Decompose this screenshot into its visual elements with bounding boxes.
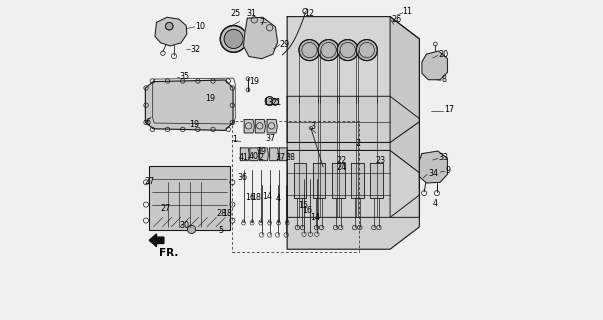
Text: 18: 18	[223, 209, 233, 218]
Polygon shape	[370, 163, 383, 198]
Text: 26: 26	[391, 15, 402, 24]
Text: 17: 17	[444, 105, 455, 114]
Text: 1: 1	[232, 135, 237, 144]
Circle shape	[356, 40, 377, 60]
Polygon shape	[312, 163, 326, 198]
Circle shape	[220, 26, 247, 52]
Text: 29: 29	[280, 40, 290, 49]
Text: 13: 13	[264, 98, 273, 107]
Polygon shape	[332, 163, 344, 198]
Text: 11: 11	[402, 7, 412, 16]
Circle shape	[265, 97, 274, 106]
Text: 36: 36	[238, 173, 248, 182]
Text: 5: 5	[219, 226, 224, 235]
Polygon shape	[267, 120, 277, 133]
Text: 22: 22	[336, 156, 346, 165]
Circle shape	[188, 225, 196, 234]
Polygon shape	[351, 163, 364, 198]
Text: 32: 32	[191, 44, 201, 54]
Text: 23: 23	[376, 156, 385, 165]
Polygon shape	[390, 17, 419, 217]
Text: 14: 14	[263, 192, 273, 201]
Polygon shape	[287, 96, 419, 217]
Text: 25: 25	[231, 9, 241, 18]
Text: 41: 41	[238, 153, 248, 162]
Polygon shape	[287, 17, 419, 142]
Text: FR.: FR.	[159, 248, 178, 258]
Text: 2: 2	[355, 139, 360, 148]
Text: 31: 31	[247, 9, 256, 18]
Text: 20: 20	[438, 50, 449, 59]
Text: 16: 16	[245, 193, 255, 202]
Text: 4: 4	[433, 198, 438, 207]
Text: 12: 12	[304, 9, 314, 18]
Text: 3: 3	[311, 122, 315, 131]
Text: 33: 33	[438, 153, 449, 162]
Text: 6: 6	[145, 118, 150, 127]
Polygon shape	[149, 234, 164, 247]
Text: 10: 10	[195, 22, 206, 31]
Text: 37: 37	[276, 153, 285, 162]
Text: 38: 38	[285, 153, 295, 162]
Text: 34: 34	[428, 169, 438, 178]
Text: 15: 15	[298, 201, 308, 210]
Circle shape	[224, 29, 243, 49]
Polygon shape	[287, 150, 419, 249]
Text: 35: 35	[180, 72, 190, 81]
Polygon shape	[419, 151, 447, 183]
Text: 37: 37	[266, 134, 276, 143]
Text: 7: 7	[259, 18, 265, 27]
Text: 39: 39	[256, 147, 267, 156]
Polygon shape	[255, 120, 265, 133]
Text: 24: 24	[336, 163, 346, 172]
Text: 40: 40	[249, 152, 259, 161]
Circle shape	[299, 40, 320, 60]
Polygon shape	[422, 51, 447, 80]
Text: 19: 19	[250, 77, 260, 86]
Circle shape	[272, 99, 279, 105]
Text: 2: 2	[259, 153, 264, 162]
Text: 8: 8	[441, 75, 447, 84]
Polygon shape	[244, 120, 254, 133]
Text: 16: 16	[302, 206, 312, 215]
Text: 4: 4	[276, 194, 281, 204]
Text: 19: 19	[189, 120, 200, 129]
Text: 9: 9	[446, 166, 450, 175]
Bar	[148, 166, 230, 230]
Text: 14: 14	[311, 213, 320, 222]
Polygon shape	[279, 148, 288, 161]
Polygon shape	[145, 80, 233, 130]
Polygon shape	[244, 17, 277, 59]
Bar	[232, 121, 359, 252]
Polygon shape	[270, 148, 279, 161]
Polygon shape	[259, 148, 268, 161]
Text: 18: 18	[251, 193, 261, 202]
Text: 21: 21	[271, 98, 282, 107]
Text: 28: 28	[216, 209, 226, 218]
Polygon shape	[155, 17, 187, 46]
Text: 27: 27	[145, 177, 155, 186]
Text: 19: 19	[205, 94, 215, 103]
Circle shape	[337, 40, 358, 60]
Polygon shape	[294, 163, 306, 198]
Polygon shape	[250, 148, 259, 161]
Text: 30: 30	[180, 221, 190, 230]
Circle shape	[165, 22, 173, 30]
Text: 27: 27	[160, 204, 171, 213]
Circle shape	[318, 40, 339, 60]
Polygon shape	[241, 148, 249, 161]
